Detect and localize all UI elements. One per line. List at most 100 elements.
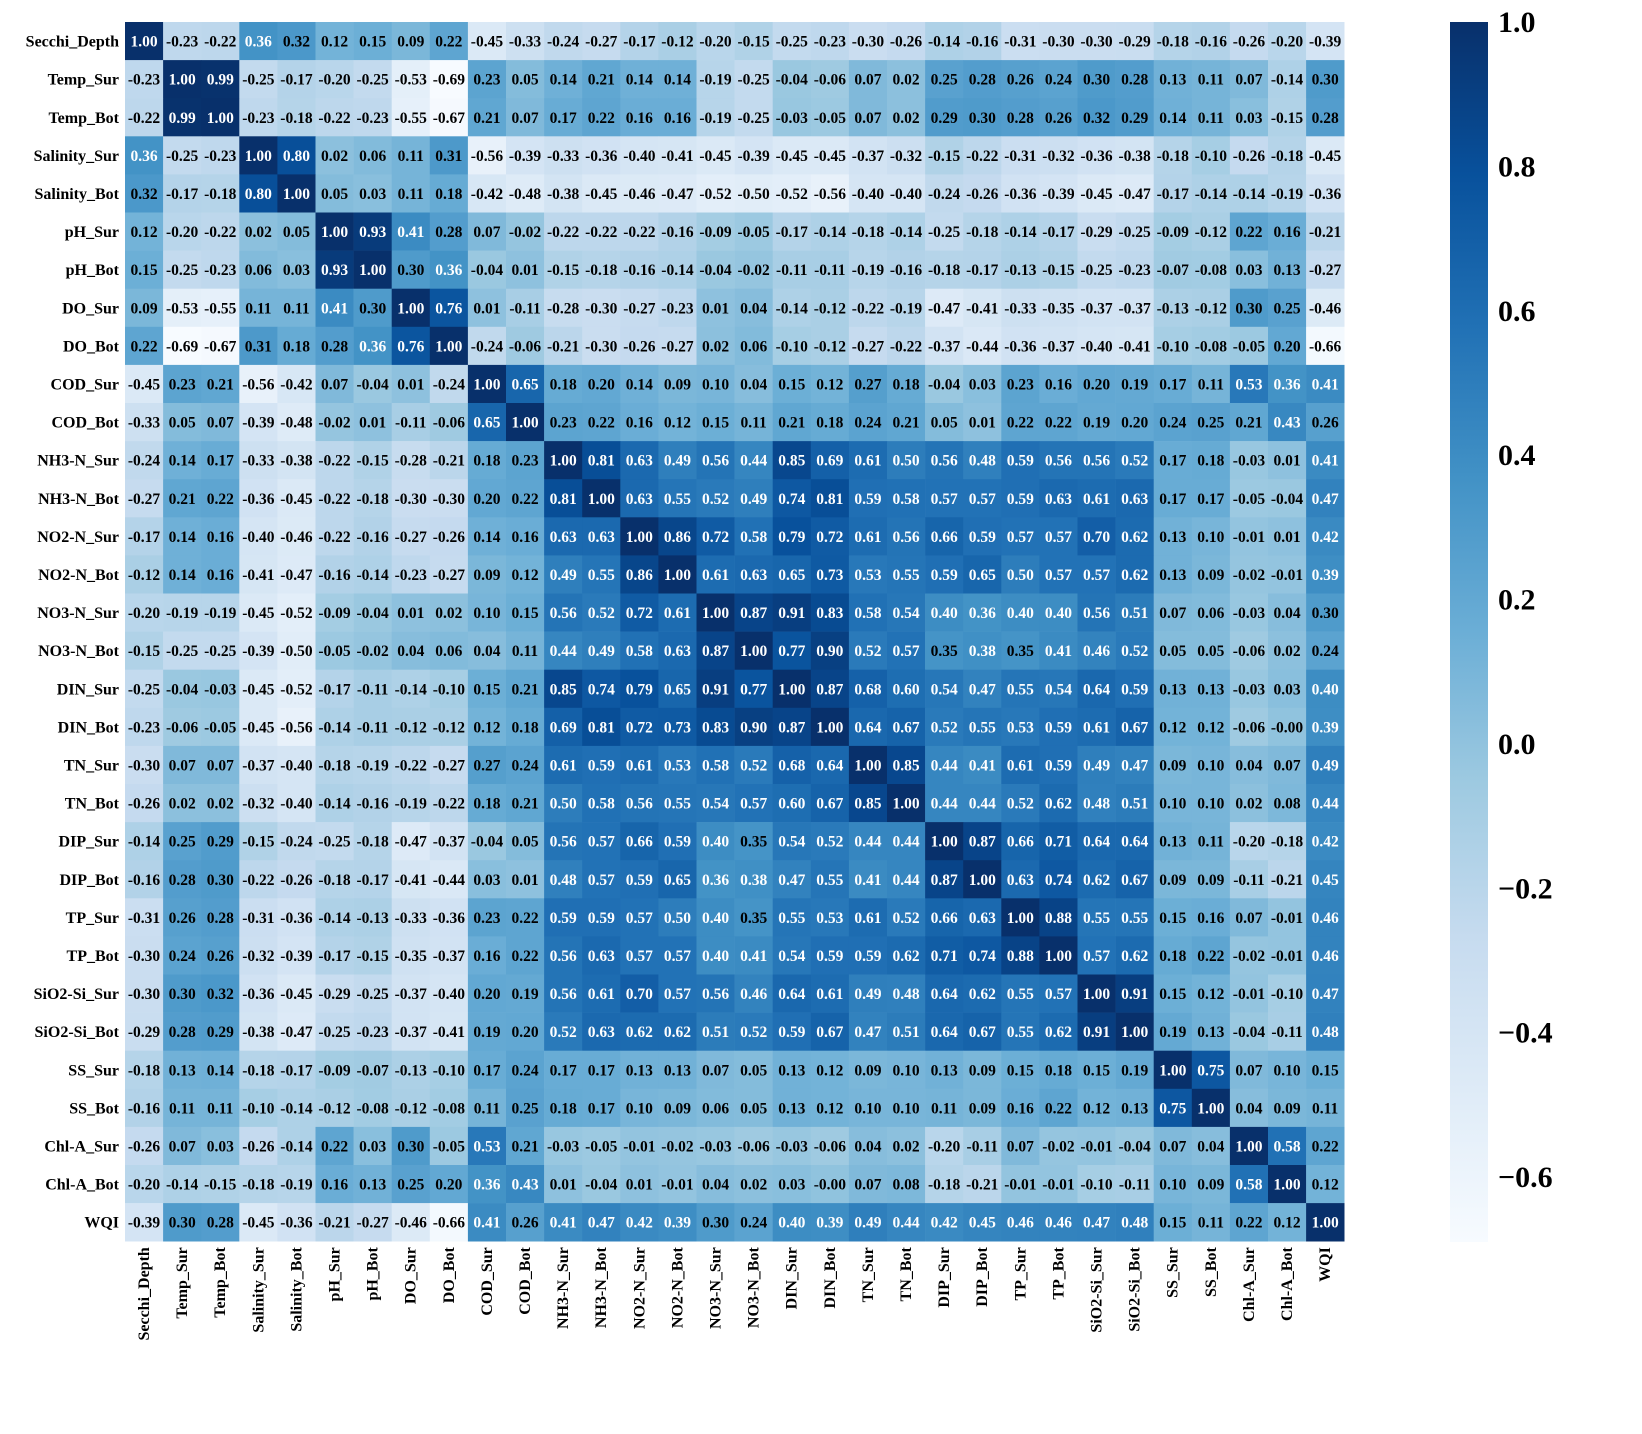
heatmap-cell — [582, 860, 621, 899]
heatmap-cell — [1153, 288, 1193, 328]
heatmap-cell — [506, 517, 545, 556]
heatmap-cell — [1306, 860, 1345, 899]
cell-value-label: -0.25 — [318, 1024, 351, 1041]
cell-value-label: -0.15 — [357, 948, 390, 965]
cell-value-label: 0.21 — [1235, 415, 1262, 432]
cell-value-label: 0.10 — [1159, 796, 1186, 813]
heatmap-cell — [963, 1126, 1002, 1166]
cell-value-label: -0.14 — [1195, 186, 1228, 203]
cell-value-label: -0.30 — [128, 757, 161, 774]
cell-value-label: 0.36 — [245, 34, 272, 51]
heatmap-cell — [772, 1012, 812, 1051]
heatmap-cell — [315, 136, 354, 175]
heatmap-cell — [506, 136, 545, 175]
heatmap-cell — [696, 555, 735, 594]
colorbar-tick-label: 0.6 — [1498, 295, 1536, 328]
cell-value-label: 1.00 — [321, 224, 348, 241]
cell-value-label: 0.59 — [778, 1024, 805, 1041]
cell-value-label: 0.81 — [588, 719, 615, 736]
heatmap-cell — [163, 936, 202, 975]
cell-value-label: -0.31 — [1004, 34, 1036, 51]
heatmap-cell — [848, 1050, 888, 1090]
cell-value-label: 0.62 — [1083, 872, 1110, 889]
cell-value-label: 1.00 — [511, 415, 538, 432]
cell-value-label: -0.19 — [395, 796, 428, 813]
cell-value-label: 0.07 — [321, 376, 348, 393]
cell-value-label: 0.12 — [511, 567, 538, 584]
heatmap-cell — [696, 936, 735, 975]
cell-value-label: 0.52 — [892, 910, 919, 927]
heatmap-cell — [1268, 212, 1307, 251]
cell-value-label: -0.47 — [661, 186, 694, 203]
heatmap-cell — [887, 1165, 926, 1204]
cell-value-label: 0.06 — [702, 1100, 729, 1117]
cell-value-label: 0.35 — [1007, 643, 1034, 660]
heatmap-cell — [810, 174, 850, 213]
column-label: NH3-N_Bot — [593, 1247, 610, 1329]
cell-value-label: -0.17 — [318, 681, 351, 698]
heatmap-cell — [772, 593, 812, 632]
heatmap-cell — [1229, 441, 1269, 480]
heatmap-cell — [353, 898, 392, 937]
heatmap-cell — [1115, 479, 1154, 518]
heatmap-cell — [391, 517, 431, 556]
heatmap-cell — [1229, 136, 1269, 175]
heatmap-cell — [887, 364, 926, 404]
heatmap-cell — [925, 174, 964, 213]
heatmap-cell — [1077, 1012, 1116, 1051]
heatmap-cell — [848, 22, 888, 61]
heatmap-cell — [1001, 631, 1040, 670]
cell-value-label: -0.22 — [318, 529, 351, 546]
cell-value-label: 0.55 — [1007, 1024, 1034, 1041]
heatmap-cell — [429, 250, 469, 289]
cell-value-label: -0.36 — [585, 148, 618, 165]
cell-value-label: 0.53 — [816, 910, 843, 927]
cell-value-label: 1.00 — [740, 643, 767, 660]
heatmap-cell — [963, 1203, 1002, 1242]
cell-value-label: -0.21 — [318, 1215, 350, 1232]
heatmap-cell — [1229, 669, 1269, 709]
cell-value-label: -0.24 — [471, 338, 504, 355]
heatmap-cell — [582, 707, 621, 747]
heatmap-cell — [429, 1050, 469, 1090]
cell-value-label: -0.12 — [395, 719, 428, 736]
heatmap-cell — [1077, 441, 1116, 480]
heatmap-cell — [353, 974, 392, 1013]
heatmap-cell — [1077, 22, 1116, 61]
cell-value-label: 0.06 — [435, 643, 462, 660]
cell-value-label: -0.04 — [357, 376, 390, 393]
cell-value-label: 0.25 — [397, 1177, 424, 1194]
cell-value-label: 0.18 — [1197, 453, 1224, 470]
heatmap-cell — [1039, 250, 1078, 289]
cell-value-label: -0.25 — [928, 224, 961, 241]
cell-value-label: -0.19 — [166, 605, 199, 622]
heatmap-cell — [582, 60, 621, 99]
heatmap-cell — [201, 745, 240, 785]
heatmap-cell — [353, 707, 392, 747]
heatmap-cell — [391, 898, 431, 937]
cell-value-label: 0.29 — [1121, 110, 1148, 127]
heatmap-cell — [201, 250, 240, 289]
heatmap-cell — [1191, 555, 1231, 594]
heatmap-cell — [429, 555, 469, 594]
heatmap-cell — [125, 1126, 164, 1166]
cell-value-label: -0.27 — [585, 34, 618, 51]
cell-value-label: 0.77 — [740, 681, 767, 698]
cell-value-label: 0.65 — [664, 681, 691, 698]
cell-value-label: 0.22 — [588, 110, 615, 127]
heatmap-cell — [391, 745, 431, 785]
cell-value-label: -0.02 — [1233, 567, 1266, 584]
heatmap-cell — [391, 174, 431, 213]
cell-value-label: 0.13 — [1159, 834, 1186, 851]
cell-value-label: 0.11 — [1198, 72, 1224, 89]
heatmap-cell — [772, 517, 812, 556]
heatmap-cell — [1268, 1165, 1307, 1204]
heatmap-cell — [1077, 403, 1116, 442]
heatmap-cell — [315, 593, 354, 632]
cell-value-label: -0.37 — [395, 1024, 428, 1041]
heatmap-cell — [239, 441, 278, 480]
colorbar-tick-label: 1.0 — [1498, 6, 1536, 39]
heatmap-cell — [429, 898, 469, 937]
cell-value-label: 0.40 — [931, 605, 958, 622]
cell-value-label: 0.93 — [321, 262, 348, 279]
